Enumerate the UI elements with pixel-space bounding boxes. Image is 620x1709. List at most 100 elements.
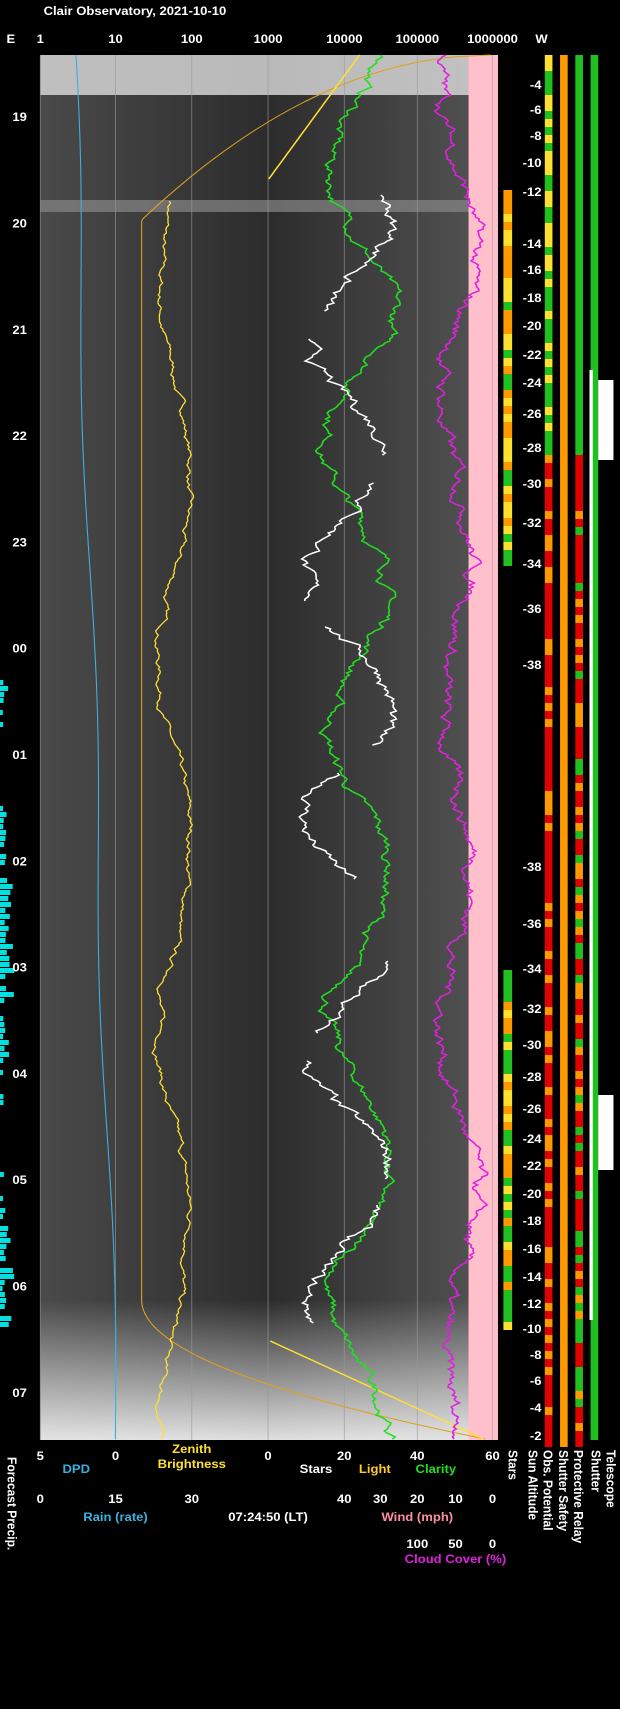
axis-title: Zenith [172,1443,211,1456]
bottom-tick-label: 5 [37,1450,44,1463]
precip-bar [0,968,15,973]
status-segment [560,799,568,807]
status-segment [560,943,568,951]
status-segment [544,1239,553,1247]
status-segment [575,239,583,247]
precip-bar [0,1094,4,1099]
status-segment [544,287,553,295]
status-segment [503,246,513,254]
status-segment [560,1271,568,1279]
status-segment [503,390,513,398]
status-segment [575,599,583,607]
hour-label: 02 [12,855,27,868]
status-segment [560,1143,568,1151]
status-segment [575,1439,583,1447]
hour-label: 19 [12,111,27,124]
status-segment [575,991,583,999]
status-segment [544,151,553,159]
side-label: Protective Relay [571,1450,586,1543]
precip-bar [0,998,5,1003]
status-segment [575,1079,583,1087]
status-segment [575,887,583,895]
status-segment [544,991,553,999]
status-segment [544,1247,553,1255]
status-segment [544,1231,553,1239]
status-segment [503,1298,513,1306]
status-segment [544,1039,553,1047]
status-segment [560,1423,568,1431]
status-segment [575,399,583,407]
status-segment [544,159,553,167]
status-segment [544,1183,553,1191]
telescope-bar [598,380,614,460]
status-segment [575,1127,583,1135]
status-segment [544,847,553,855]
precip-bar [0,812,7,817]
status-segment [560,1055,568,1063]
status-segment [575,895,583,903]
side-label: Shutter Safety [556,1450,571,1531]
precip-bar [0,1214,3,1219]
precip-bar [0,1052,10,1057]
status-segment [544,871,553,879]
status-segment [503,494,513,502]
status-segment [544,719,553,727]
status-segment [544,1079,553,1087]
status-segment [560,687,568,695]
status-segment [544,1175,553,1183]
status-segment [560,495,568,503]
status-segment [575,1231,583,1239]
status-segment [560,367,568,375]
status-segment [560,1359,568,1367]
status-segment [544,695,553,703]
status-segment [560,1431,568,1439]
status-segment [575,951,583,959]
status-segment [575,415,583,423]
status-segment [503,1082,513,1090]
status-segment [544,135,553,143]
status-segment [560,447,568,455]
precip-bar [0,1232,7,1237]
status-segment [560,127,568,135]
status-segment [544,1343,553,1351]
status-segment [544,783,553,791]
precip-bar [0,1316,12,1321]
status-segment [575,1199,583,1207]
status-segment [560,119,568,127]
status-segment [503,986,513,994]
status-segment [575,351,583,359]
status-segment [544,1311,553,1319]
status-segment [560,783,568,791]
status-segment [503,262,513,270]
precip-bar [0,1292,5,1297]
status-segment [560,1207,568,1215]
sun-altitude-label: -18 [523,292,542,305]
status-segment [544,367,553,375]
status-segment [560,111,568,119]
status-segment [544,303,553,311]
wind-tick-label: 30 [373,1493,388,1506]
status-segment [503,1074,513,1082]
status-segment [575,1383,583,1391]
status-segment [575,759,583,767]
status-segment [575,911,583,919]
precip-bar [0,854,7,859]
status-segment [544,1223,553,1231]
status-segment [503,1090,513,1098]
status-segment [503,1178,513,1186]
status-segment [575,903,583,911]
status-segment [575,647,583,655]
status-segment [544,791,553,799]
status-segment [560,439,568,447]
status-segment [503,206,513,214]
status-segment [560,1007,568,1015]
precip-bar [0,884,13,889]
status-segment [575,879,583,887]
status-segment [544,863,553,871]
status-segment [560,503,568,511]
status-segment [503,1002,513,1010]
status-segment [575,1303,583,1311]
status-segment [503,1202,513,1210]
telescope-bar [598,1095,614,1170]
status-segment [544,399,553,407]
